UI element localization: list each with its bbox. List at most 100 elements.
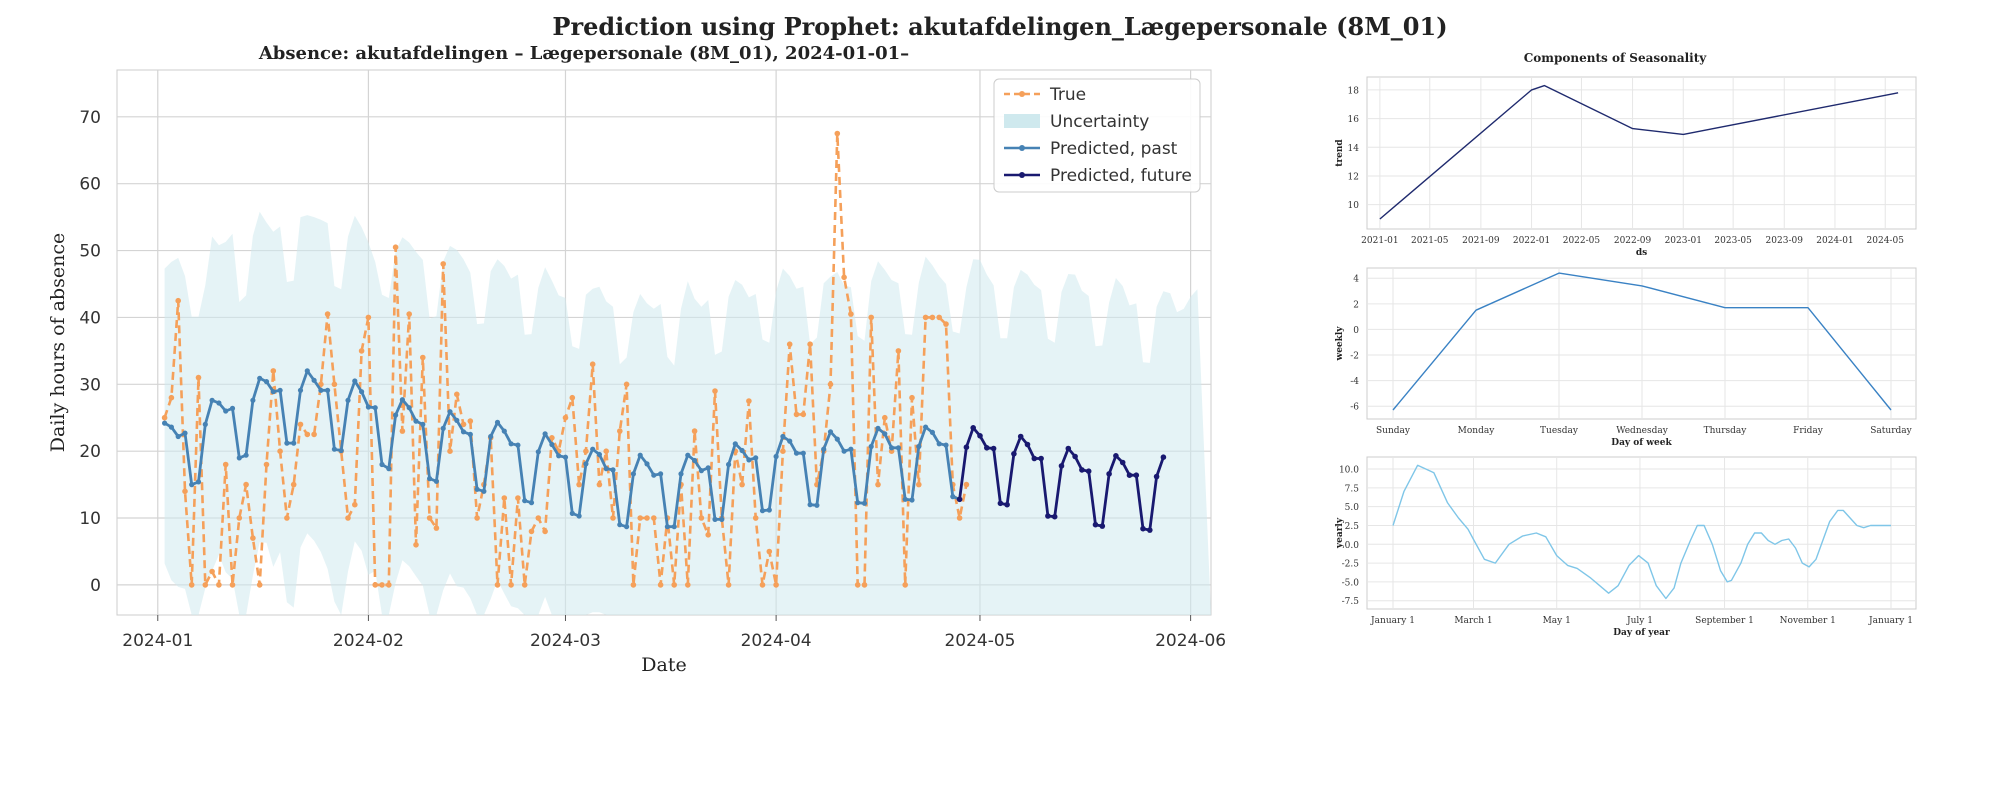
x-tick-label: January 1 <box>1868 616 1913 626</box>
y-tick-label: 16 <box>1348 115 1360 125</box>
predicted-past-point <box>318 387 324 393</box>
true-point <box>508 582 514 588</box>
true-point <box>420 354 426 361</box>
true-point <box>596 481 603 488</box>
y-tick-label: 5.0 <box>1345 503 1360 513</box>
true-point <box>766 548 773 555</box>
predicted-past-point <box>460 429 467 435</box>
predicted-future-point <box>1038 455 1044 462</box>
predicted-past-point <box>229 405 236 411</box>
predicted-future-point <box>1017 433 1024 440</box>
predicted-past-point <box>501 428 507 434</box>
predicted-past-point <box>882 431 888 437</box>
predicted-past-point <box>726 461 732 468</box>
trend-x-axis-label: ds <box>1636 248 1647 258</box>
y-tick-label: 30 <box>79 375 101 395</box>
predicted-past-point <box>936 441 942 447</box>
true-point <box>793 411 800 418</box>
true-point <box>365 314 372 321</box>
x-tick-label: Sunday <box>1376 426 1411 436</box>
x-tick-label: Wednesday <box>1616 426 1668 436</box>
predicted-past-point <box>195 479 202 485</box>
predicted-past-point <box>223 408 229 414</box>
predicted-past-point <box>515 442 521 448</box>
panel-area <box>1366 456 1917 610</box>
true-point <box>426 515 433 521</box>
predicted-past-point <box>590 446 596 452</box>
true-point <box>691 428 698 434</box>
predicted-past-point <box>875 425 881 431</box>
predicted-past-point <box>379 461 385 468</box>
true-point <box>263 461 270 468</box>
predicted-past-point <box>528 500 535 506</box>
predicted-future-point <box>1140 525 1146 532</box>
true-point <box>651 515 657 521</box>
predicted-future-point <box>956 496 963 503</box>
y-tick-label: -2 <box>1350 352 1359 362</box>
y-tick-label: 60 <box>79 175 101 195</box>
true-point <box>399 428 406 434</box>
true-point <box>331 381 338 388</box>
true-point <box>868 314 874 321</box>
predicted-past-point <box>793 450 800 456</box>
predicted-past-point <box>189 482 195 488</box>
true-point <box>644 515 650 521</box>
predicted-past-point <box>413 418 419 424</box>
predicted-future-point <box>1004 501 1010 508</box>
predicted-past-point <box>712 516 718 523</box>
true-point <box>229 582 236 588</box>
true-point <box>712 388 718 394</box>
y-axis-label: Daily hours of absence <box>47 233 69 452</box>
true-point <box>318 381 324 388</box>
yearly-line <box>1392 464 1891 600</box>
predicted-past-point <box>325 387 331 393</box>
true-point <box>786 341 793 348</box>
predicted-past-point <box>855 500 861 506</box>
true-point <box>352 501 358 508</box>
y-tick-label: -5.0 <box>1342 578 1360 588</box>
x-tick-label: 2024-06 <box>1155 631 1226 651</box>
true-point <box>603 448 609 455</box>
predicted-past-point <box>338 447 344 454</box>
y-tick-label: 4 <box>1353 275 1359 285</box>
true-point <box>358 348 365 354</box>
x-tick-label: 2023-05 <box>1714 236 1752 246</box>
predicted-past-point <box>943 442 949 448</box>
predicted-past-point <box>304 368 310 374</box>
predicted-future-point <box>970 425 976 431</box>
x-tick-label: July 1 <box>1626 616 1653 626</box>
x-tick-label: 2021-05 <box>1411 236 1449 246</box>
true-point <box>773 582 779 588</box>
true-point <box>752 515 759 521</box>
main-chart: 0 10 20 30 40 50 60 70 2024-01 2024-02 2024-03 2024… <box>47 43 1226 676</box>
predicted-future-point <box>1106 471 1112 477</box>
predicted-future-point <box>1092 521 1099 528</box>
true-point <box>922 314 929 321</box>
x-tick-label: Monday <box>1458 426 1496 436</box>
true-point <box>569 394 576 401</box>
predicted-past-point <box>692 457 698 464</box>
true-point <box>739 481 745 488</box>
true-point <box>943 321 949 327</box>
true-point <box>168 394 175 401</box>
true-point <box>209 568 215 575</box>
predicted-past-point <box>787 438 793 444</box>
predicted-past-point <box>868 443 874 450</box>
legend-marker-past <box>1019 145 1025 151</box>
true-point <box>433 525 440 531</box>
predicted-past-point <box>277 387 283 393</box>
true-point <box>243 481 249 488</box>
true-point <box>848 311 854 317</box>
true-point <box>345 515 351 521</box>
y-tick-label: 2.5 <box>1345 522 1360 532</box>
predicted-future-point <box>1024 441 1031 448</box>
true-point <box>589 361 596 368</box>
y-tick-label: 20 <box>79 442 101 462</box>
predicted-past-point <box>753 455 759 461</box>
y-tick-label: 10.0 <box>1339 466 1359 476</box>
predicted-past-point <box>535 449 541 455</box>
true-point <box>800 411 807 418</box>
y-tick-label: -6 <box>1350 403 1359 413</box>
x-axis-label: Date <box>641 654 686 676</box>
predicted-past-point <box>732 441 738 447</box>
